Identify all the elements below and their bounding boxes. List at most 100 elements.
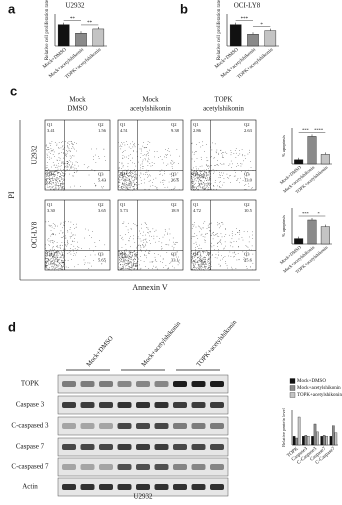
dot [122,223,124,224]
dot [199,170,201,172]
dot [140,245,141,247]
dot [193,171,194,173]
dot [196,176,198,178]
dot [149,235,150,237]
dot [57,188,59,190]
dot [199,261,201,263]
dot [121,236,123,238]
dot [132,190,133,191]
dot [145,239,146,241]
dot [70,244,72,245]
dot [191,181,193,183]
dot [73,171,75,173]
dot [132,263,134,265]
dot [127,259,129,261]
dot [170,261,172,263]
dot [58,182,59,184]
dot [140,157,141,158]
dot [211,156,212,157]
dot [129,237,130,239]
dot [130,160,132,161]
dot [58,186,59,188]
dot [57,173,59,174]
dot [121,259,123,261]
dot [52,256,54,257]
dot [102,187,104,189]
dot [134,242,136,243]
dot [52,261,53,262]
band [117,444,132,450]
dot [59,181,61,182]
dot [137,238,139,239]
dot [121,174,123,176]
dot [231,231,233,232]
dot [153,235,155,237]
dot [200,177,201,178]
dot [140,180,142,181]
dot [57,259,58,261]
dot [247,246,249,248]
dot [160,156,161,157]
dot [94,254,96,256]
dot [146,242,148,243]
dot [136,181,137,183]
flow-plot [190,119,257,191]
dot [137,261,139,263]
dot [121,168,122,169]
dot [127,186,128,188]
y-axis-label: Relative cell proliferation rate [45,0,50,60]
dot [146,249,148,251]
dot [243,231,245,232]
dot [123,259,125,261]
dot [204,239,205,241]
dot [202,187,203,189]
dot [208,259,209,260]
dot [123,267,125,269]
dot [45,265,47,267]
dot [73,250,74,252]
dot [48,259,50,260]
dot [54,268,55,270]
bar [307,436,310,446]
dot [193,264,195,266]
dot [127,261,129,263]
dot [134,250,135,252]
dot [121,162,123,164]
dot [126,264,128,266]
dot [156,261,158,262]
dot [171,160,172,161]
dot [239,150,240,151]
dot [49,182,50,184]
dot [120,253,122,255]
dot [220,181,221,182]
dot [56,159,58,161]
dot [130,170,132,172]
dot [52,233,54,235]
dot [61,251,62,253]
dot [237,155,239,156]
dot [122,166,124,168]
dot [200,259,202,261]
dot [130,189,132,191]
dot [208,187,209,188]
dot [45,179,47,181]
dot [199,178,201,180]
dot [222,154,224,156]
dot [193,260,194,262]
dot [209,269,211,270]
dot [238,245,239,247]
dot [131,261,132,263]
dot [191,176,193,177]
dot [118,185,120,186]
dot [62,237,63,238]
quadrant-value: 2.86 [193,128,202,133]
dot [128,252,130,254]
dot [194,266,195,268]
column-header: TOPK [214,96,232,104]
dot [48,244,50,246]
significance: * [318,211,321,216]
dot [56,178,57,180]
dot [204,251,206,253]
dot [124,254,126,255]
dot [134,266,136,267]
